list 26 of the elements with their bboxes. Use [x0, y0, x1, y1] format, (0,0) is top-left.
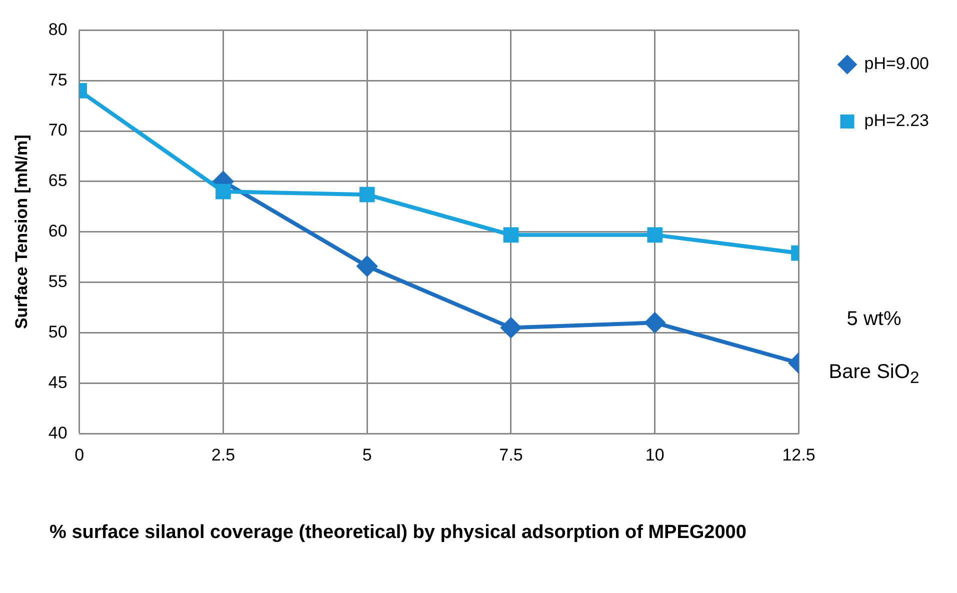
x-tick-label: 7.5	[499, 445, 523, 464]
y-tick-label: 80	[48, 20, 68, 39]
y-tick-label: 70	[48, 120, 68, 140]
text: 5 wt%	[846, 308, 902, 331]
point	[359, 186, 375, 202]
x-tick-label: 0	[74, 445, 84, 464]
y-axis-title: Surface Tension [mN/m]	[12, 134, 31, 330]
x-tick-label: 12.5	[782, 445, 816, 464]
x-tick-label: 5	[362, 445, 372, 464]
point	[503, 227, 519, 243]
x-tick-label: 2.5	[211, 445, 236, 464]
text: Bare SiO$_{2}$	[828, 361, 920, 388]
x-axis-title: % surface silanol coverage (theoretical) by physical adsorption of MPEG2000	[48, 521, 748, 545]
y-tick-label: 60	[48, 222, 68, 241]
y-tick-label: 45	[48, 372, 68, 392]
y-tick-label: 40	[48, 423, 68, 442]
point	[357, 256, 378, 276]
y-tick-label: 50	[48, 322, 68, 342]
legend-label: pH=2.23	[864, 111, 930, 130]
y-tick-label: 75	[48, 70, 68, 90]
point	[500, 318, 521, 338]
point	[216, 184, 231, 200]
y-tick-label: 65	[48, 171, 68, 190]
x-tick-label: 10	[645, 445, 664, 464]
y-tick-label: 55	[48, 272, 68, 292]
legend-label: pH=9.00	[864, 54, 930, 74]
